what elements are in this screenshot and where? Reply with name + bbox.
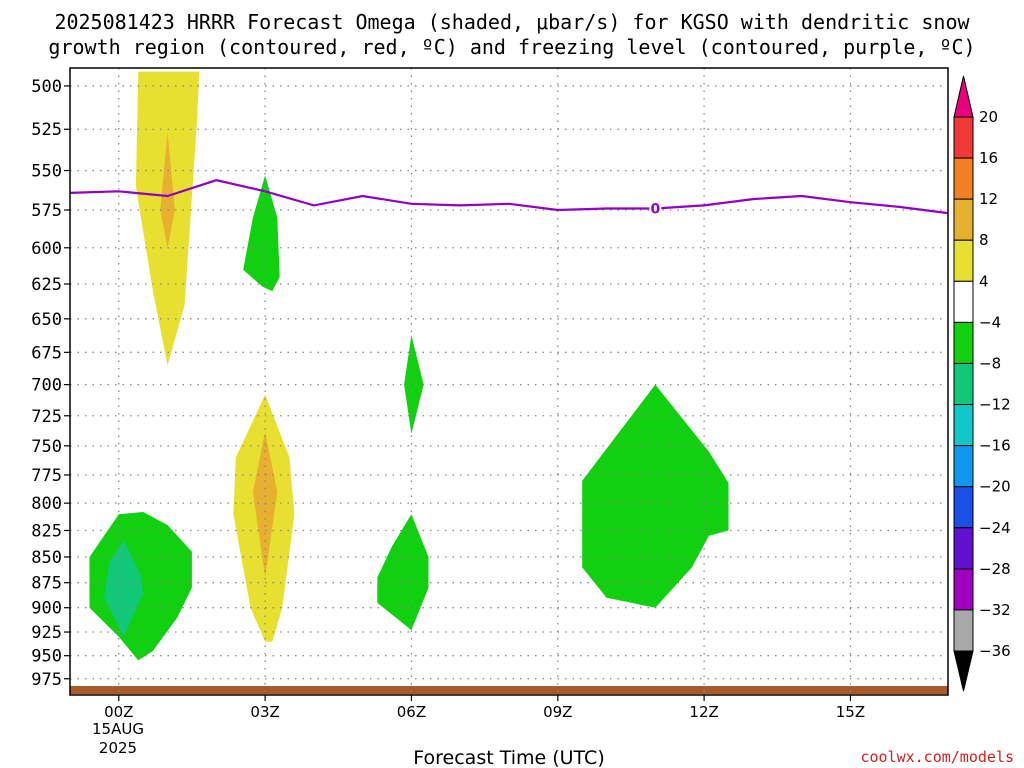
omega-shading-layer	[89, 71, 729, 661]
region-omega-8-12-col2	[252, 431, 278, 578]
colorbar-label: −4	[979, 313, 1001, 331]
colorbar-label: −28	[979, 560, 1011, 578]
colorbar-label: −12	[979, 396, 1011, 414]
y-tick-label: 875	[31, 574, 62, 594]
region-omega-neg4-8-mid	[404, 335, 424, 434]
y-tick-label: 575	[31, 201, 62, 221]
y-tick-label: 825	[31, 521, 62, 541]
region-omega-neg4-8-large	[582, 384, 729, 608]
x-tick-label: 03Z	[250, 703, 279, 721]
colorbar-box	[953, 362, 974, 406]
region-omega-8-12-col1	[160, 132, 175, 248]
colorbar-label: 4	[979, 272, 989, 290]
colorbar-box	[953, 280, 974, 323]
y-tick-label: 850	[31, 548, 62, 568]
colorbar-box	[953, 239, 974, 282]
colorbar-label: −16	[979, 437, 1011, 455]
colorbar-box	[953, 404, 974, 447]
colorbar-box	[953, 157, 974, 200]
colorbar-label: −36	[979, 642, 1011, 660]
colorbar-label: −8	[979, 354, 1001, 372]
x-date-label-day: 15AUG	[92, 720, 144, 738]
colorbar-box	[953, 116, 974, 159]
colorbar-label: −24	[979, 519, 1011, 537]
y-tick-label: 750	[31, 437, 62, 457]
x-axis: 00Z 03Z 06Z 09Z 12Z 15Z	[104, 695, 865, 721]
x-tick-label: 12Z	[689, 703, 718, 721]
colorbar-box	[953, 486, 974, 529]
colorbar-label: −20	[979, 478, 1011, 496]
y-tick-label: 675	[31, 343, 62, 363]
colorbar-box	[953, 445, 974, 488]
colorbar-box	[953, 568, 974, 611]
x-tick-label: 15Z	[836, 703, 865, 721]
x-tick-label: 00Z	[104, 703, 133, 721]
y-tick-label: 700	[31, 376, 62, 396]
y-axis: 500 525 550 575 600 625 650 675 700 725 750 775 800 8…	[31, 77, 70, 690]
x-axis-title: Forecast Time (UTC)	[413, 747, 604, 768]
y-tick-label: 800	[31, 494, 62, 514]
y-tick-label: 525	[31, 120, 62, 140]
colorbar-box	[953, 198, 974, 241]
freezing-level-line	[69, 179, 949, 215]
x-date-label-year: 2025	[99, 739, 137, 757]
colorbar-box	[953, 321, 974, 364]
x-tick-label: 09Z	[543, 703, 572, 721]
credit-text: coolwx.com/models	[860, 748, 1014, 766]
colorbar-label: 12	[979, 190, 998, 208]
y-tick-label: 975	[31, 670, 62, 690]
colorbar-box	[953, 527, 974, 570]
plot-frame	[69, 67, 949, 696]
colorbar-bottom-arrow	[953, 650, 974, 692]
y-tick-label: 500	[31, 77, 62, 97]
colorbar-label: 20	[979, 108, 998, 126]
terrain-layer	[70, 686, 948, 695]
x-tick-label: 06Z	[397, 703, 426, 721]
y-tick-label: 650	[31, 310, 62, 330]
grid-layer	[70, 68, 948, 695]
y-tick-label: 900	[31, 599, 62, 619]
freezing-level-label: 0	[650, 201, 660, 217]
y-tick-label: 925	[31, 623, 62, 643]
colorbar-box	[953, 609, 974, 652]
region-omega-neg4-8-upper	[243, 175, 280, 292]
freezing-level-layer: 0	[69, 179, 949, 217]
freezing-label-bg	[649, 200, 662, 217]
y-tick-label: 600	[31, 239, 62, 259]
colorbar-label: −32	[979, 601, 1011, 619]
chart-title-line-1: 2025081423 HRRR Forecast Omega (shaded, …	[54, 10, 970, 34]
chart-title-line-2: growth region (contoured, red, ºC) and f…	[48, 35, 975, 59]
y-tick-label: 950	[31, 647, 62, 667]
colorbar-label: 16	[979, 149, 998, 167]
y-tick-label: 550	[31, 162, 62, 182]
colorbar-top-arrow	[953, 75, 974, 118]
colorbar: 20 16 12 8 4 −4 −8 −12 −16 −20 −24 −28 −32 −36	[953, 75, 1011, 692]
y-tick-label: 625	[31, 275, 62, 295]
y-tick-label: 725	[31, 407, 62, 427]
plot-area: 0	[69, 67, 949, 696]
y-tick-label: 775	[31, 466, 62, 486]
terrain-strip	[70, 686, 948, 695]
region-omega-neg4-8-lower	[377, 514, 429, 631]
colorbar-label: 8	[979, 231, 989, 249]
region-omega-neg8-12-sfc	[104, 540, 144, 637]
